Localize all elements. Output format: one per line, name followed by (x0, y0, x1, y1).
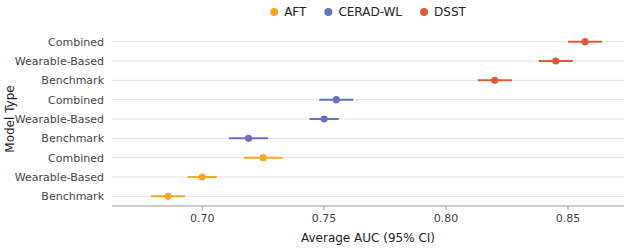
mean-point (552, 57, 559, 64)
legend-marker (324, 8, 332, 16)
mean-point (333, 96, 340, 103)
y-tick-label: Combined (48, 94, 104, 107)
chart: Combined Wearable-Based Benchmark Combined W… (0, 0, 640, 252)
y-tick-label: Wearable-Based (15, 55, 104, 68)
legend: AFT CERAD-WL DSST (270, 5, 466, 19)
y-tick-label: Combined (48, 152, 104, 165)
mean-point (491, 77, 498, 84)
x-tick-label: 0.85 (556, 212, 581, 225)
grid-line (112, 41, 624, 42)
grid-line (112, 80, 624, 81)
x-axis-label: Average AUC (95% CI) (301, 231, 435, 245)
y-axis-label: Model Type (3, 85, 17, 152)
y-tick-label: Wearable-Based (15, 113, 104, 126)
legend-label: CERAD-WL (338, 5, 402, 19)
y-tick-label: Wearable-Based (15, 171, 104, 184)
x-axis-line (112, 206, 624, 207)
marks (151, 38, 602, 200)
mean-point (581, 38, 588, 45)
mean-point (164, 193, 171, 200)
y-tick-label: Combined (48, 36, 104, 49)
x-tick-label: 0.80 (434, 212, 459, 225)
grid-line (112, 138, 624, 139)
grid-line (112, 157, 624, 158)
y-tick-label: Benchmark (41, 190, 104, 203)
x-tick (567, 206, 568, 210)
x-tick-label: 0.70 (190, 212, 215, 225)
grid-line (112, 196, 624, 197)
legend-label: DSST (434, 5, 466, 19)
y-tick-label: Benchmark (41, 74, 104, 87)
grid-line (112, 177, 624, 178)
x-tick (202, 206, 203, 210)
x-tick (324, 206, 325, 210)
grid-line (112, 119, 624, 120)
x-tick-label: 0.75 (312, 212, 337, 225)
mean-point (245, 135, 252, 142)
grid-line (112, 99, 624, 100)
x-tick (446, 206, 447, 210)
mean-point (321, 115, 328, 122)
mean-point (260, 154, 267, 161)
legend-label: AFT (284, 5, 307, 19)
legend-marker (420, 8, 428, 16)
mean-point (199, 173, 206, 180)
grid-line (112, 61, 624, 62)
y-tick-label: Benchmark (41, 132, 104, 145)
legend-marker (270, 8, 278, 16)
